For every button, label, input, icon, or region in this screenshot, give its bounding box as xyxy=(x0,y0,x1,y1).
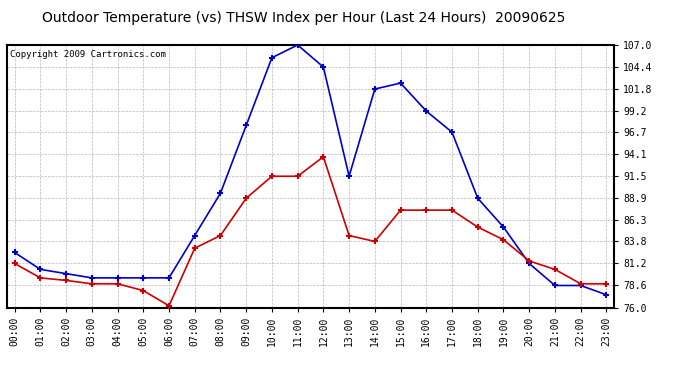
Text: Copyright 2009 Cartronics.com: Copyright 2009 Cartronics.com xyxy=(10,50,166,59)
Text: Outdoor Temperature (vs) THSW Index per Hour (Last 24 Hours)  20090625: Outdoor Temperature (vs) THSW Index per … xyxy=(42,11,565,25)
